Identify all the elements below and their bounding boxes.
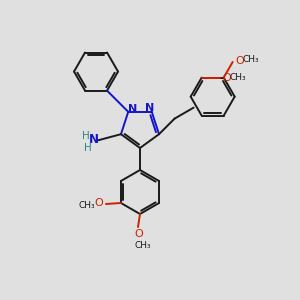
Text: CH₃: CH₃	[242, 56, 259, 64]
Text: CH₃: CH₃	[79, 200, 95, 209]
Text: N: N	[128, 104, 137, 114]
Text: O: O	[222, 73, 231, 82]
Text: O: O	[135, 229, 143, 239]
Text: O: O	[235, 56, 244, 66]
Text: CH₃: CH₃	[230, 73, 246, 82]
Text: H: H	[82, 131, 90, 141]
Text: O: O	[94, 198, 103, 208]
Text: H: H	[84, 143, 92, 153]
Text: N: N	[89, 133, 99, 146]
Text: N: N	[145, 103, 154, 113]
Text: CH₃: CH₃	[135, 242, 151, 250]
